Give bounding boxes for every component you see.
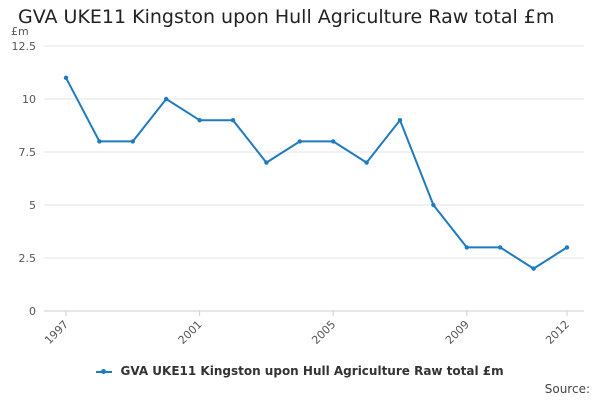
y-tick-label: 5 xyxy=(29,199,36,212)
y-tick-label: 2.5 xyxy=(19,252,37,265)
data-point[interactable] xyxy=(297,139,302,144)
data-point[interactable] xyxy=(130,139,135,144)
data-point[interactable] xyxy=(564,245,570,250)
series-group xyxy=(63,75,570,271)
data-point[interactable] xyxy=(498,245,503,250)
legend[interactable]: GVA UKE11 Kingston upon Hull Agriculture… xyxy=(0,364,600,378)
y-axis-ticks: 0 2.5 5 7.5 10 12.5 xyxy=(12,40,37,318)
data-point[interactable] xyxy=(397,118,403,123)
data-point[interactable] xyxy=(164,96,169,102)
data-point[interactable] xyxy=(197,118,202,123)
data-point[interactable] xyxy=(531,266,536,271)
source-label: Source: xyxy=(544,382,590,396)
y-tick-label: 12.5 xyxy=(12,40,37,53)
x-axis-ticks: 1997 2001 2005 2009 2012 xyxy=(42,311,572,347)
y-tick-label: 10 xyxy=(22,93,36,106)
data-point[interactable] xyxy=(63,75,69,81)
data-point[interactable] xyxy=(364,160,369,165)
gridlines xyxy=(44,45,584,312)
x-tick-label: 2012 xyxy=(543,318,572,347)
y-axis-label: £m xyxy=(11,25,29,38)
legend-marker xyxy=(96,368,113,374)
x-tick-label: 1997 xyxy=(42,318,71,347)
data-point[interactable] xyxy=(97,139,102,144)
chart-title: GVA UKE11 Kingston upon Hull Agriculture… xyxy=(18,6,555,28)
x-tick-label: 2005 xyxy=(309,318,338,347)
data-point[interactable] xyxy=(264,160,269,165)
data-point[interactable] xyxy=(230,118,236,123)
data-point[interactable] xyxy=(331,139,336,144)
legend-label: GVA UKE11 Kingston upon Hull Agriculture… xyxy=(120,364,504,378)
y-tick-label: 7.5 xyxy=(19,146,37,159)
x-tick-label: 2001 xyxy=(176,318,205,347)
series-line xyxy=(65,77,568,270)
x-tick-label: 2009 xyxy=(443,318,472,347)
data-point[interactable] xyxy=(464,245,469,250)
y-tick-label: 0 xyxy=(29,305,36,318)
data-point[interactable] xyxy=(431,202,436,208)
